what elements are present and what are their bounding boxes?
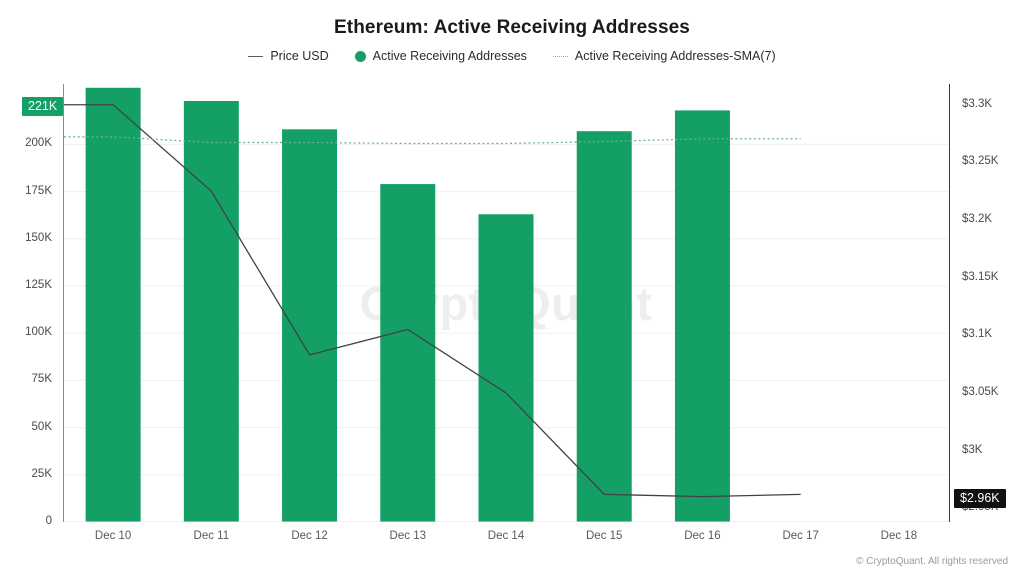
bar[interactable] bbox=[282, 129, 338, 522]
legend-item-active-receiving-addresses-sma[interactable]: Active Receiving Addresses-SMA(7) bbox=[552, 49, 776, 63]
legend-label-active-receiving-addresses: Active Receiving Addresses bbox=[372, 49, 527, 63]
x-axis-tick: Dec 18 bbox=[880, 530, 918, 542]
bar[interactable] bbox=[380, 184, 436, 522]
right-axis-tick: $3.3K bbox=[962, 97, 993, 110]
left-axis-tick: 100K bbox=[25, 326, 52, 339]
line-swatch-icon bbox=[248, 55, 264, 57]
left-axis-tick: 175K bbox=[25, 184, 52, 197]
x-axis-tick: Dec 17 bbox=[782, 530, 819, 542]
left-axis-tick: 150K bbox=[25, 231, 52, 244]
bar[interactable] bbox=[478, 214, 534, 522]
left-axis-tick: 0 bbox=[45, 515, 52, 527]
right-axis-highlight-badge: $2.96K bbox=[954, 488, 1006, 509]
x-axis-tick: Dec 16 bbox=[684, 530, 721, 542]
x-axis-tick: Dec 13 bbox=[389, 530, 426, 542]
x-axis-tick: Dec 11 bbox=[193, 530, 230, 542]
x-axis-tick: Dec 12 bbox=[291, 530, 328, 542]
left-axis-tick: 50K bbox=[31, 420, 52, 433]
dot-swatch-icon bbox=[354, 50, 366, 62]
right-axis-tick: $3.2K bbox=[962, 213, 993, 225]
right-axis-tick: $3.1K bbox=[962, 328, 993, 341]
chart-legend: Price USD Active Receiving Addresses Act… bbox=[0, 49, 1024, 63]
left-axis-highlight-badge: 221K bbox=[22, 96, 64, 117]
x-axis-tick: Dec 14 bbox=[487, 530, 525, 542]
x-axis-labels: Dec 10 Dec 11 Dec 12 Dec 13 Dec 14 Dec 15 Dec … bbox=[64, 530, 948, 550]
right-axis-line bbox=[949, 84, 950, 522]
right-axis-tick: $3K bbox=[962, 443, 983, 456]
left-axis-tick: 75K bbox=[31, 373, 52, 386]
legend-item-active-receiving-addresses[interactable]: Active Receiving Addresses bbox=[354, 49, 527, 63]
left-axis-tick: 25K bbox=[31, 467, 52, 480]
left-axis-line bbox=[63, 84, 64, 522]
right-axis-tick: $3.15K bbox=[962, 270, 999, 283]
x-axis-tick: Dec 15 bbox=[586, 530, 623, 542]
copyright-footer: © CryptoQuant. All rights reserved bbox=[856, 556, 1008, 567]
plot-area: CryptoQuant bbox=[64, 84, 948, 522]
chart-title: Ethereum: Active Receiving Addresses bbox=[334, 17, 690, 38]
right-axis-tick: $3.05K bbox=[962, 385, 999, 398]
right-axis-tick: $3.25K bbox=[962, 155, 999, 168]
bar[interactable] bbox=[183, 100, 239, 522]
legend-item-price-usd[interactable]: Price USD bbox=[248, 49, 329, 63]
right-axis-labels: $3.3K $3.25K $3.2K $3.15K $3.1K $3.05K $3K $2.9… bbox=[954, 84, 1024, 522]
bar[interactable] bbox=[85, 87, 141, 522]
bar[interactable] bbox=[674, 110, 730, 522]
x-axis-tick: Dec 10 bbox=[94, 530, 132, 542]
bar[interactable] bbox=[576, 131, 632, 522]
plot-svg bbox=[64, 87, 948, 522]
price-line bbox=[64, 104, 801, 498]
left-axis-labels: 0 25K 50K 75K 100K 125K 150K 175K 200K bbox=[0, 84, 58, 527]
legend-label-price-usd: Price USD bbox=[270, 49, 329, 63]
left-axis-tick: 200K bbox=[25, 137, 52, 150]
left-axis-tick: 125K bbox=[25, 279, 52, 291]
dotted-line-swatch-icon bbox=[552, 55, 568, 57]
legend-label-active-receiving-addresses-sma: Active Receiving Addresses-SMA(7) bbox=[574, 49, 776, 63]
